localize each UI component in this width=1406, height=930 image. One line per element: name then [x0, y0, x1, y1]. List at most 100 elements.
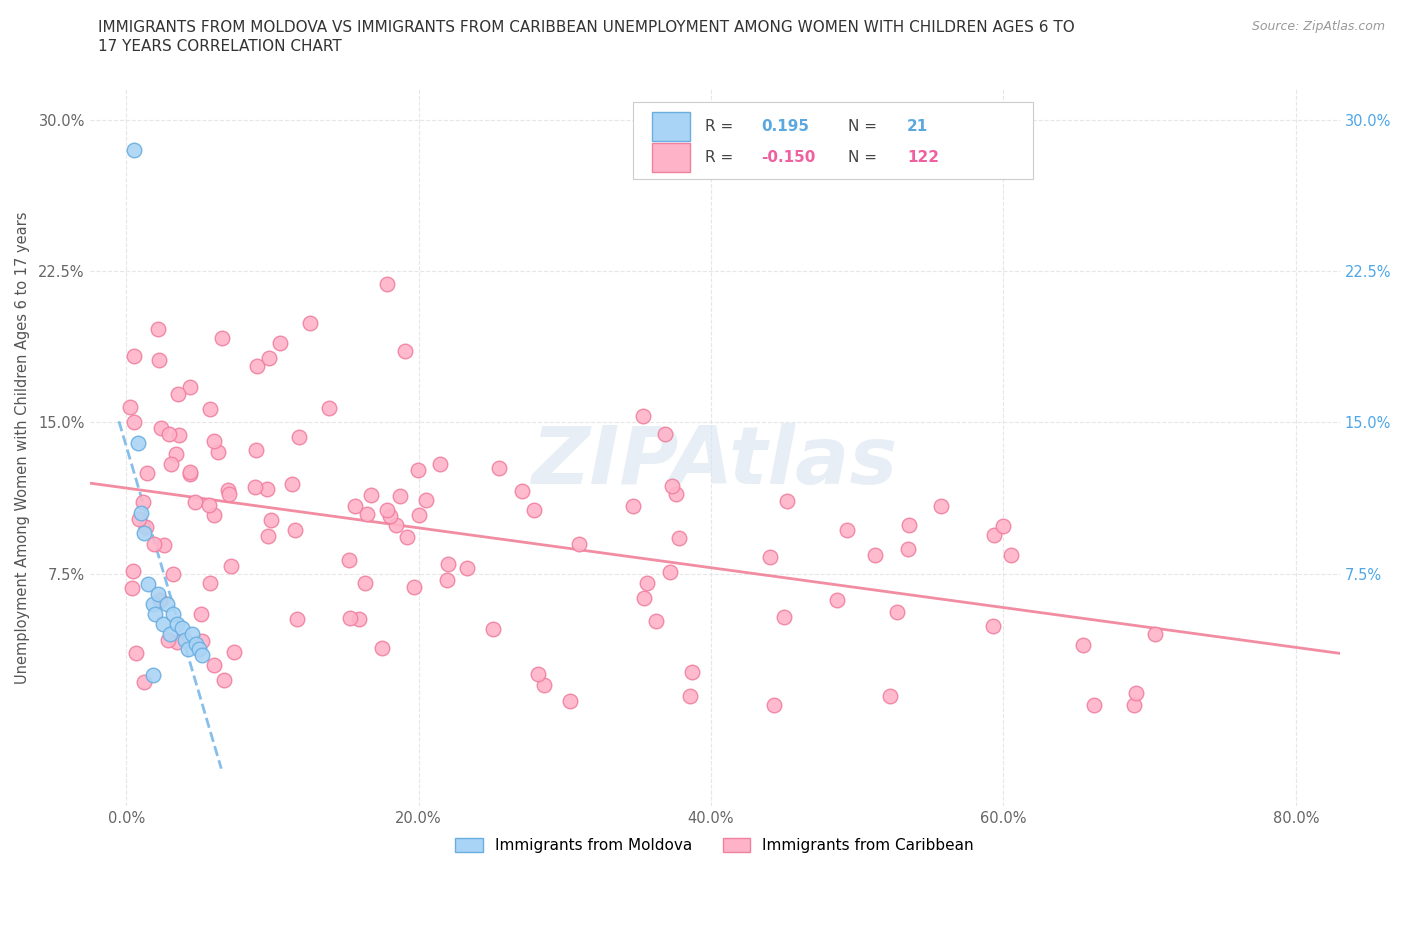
Point	[284, 522, 307, 537]
Point	[186, 637, 208, 652]
Point	[162, 606, 184, 621]
Point	[981, 618, 1004, 633]
Point	[156, 597, 179, 612]
Point	[897, 517, 920, 532]
Point	[659, 565, 682, 579]
Point	[879, 688, 901, 703]
Point	[991, 518, 1014, 533]
Point	[135, 520, 157, 535]
Point	[776, 493, 799, 508]
Point	[143, 537, 166, 551]
Point	[131, 495, 153, 510]
Point	[212, 672, 235, 687]
Point	[343, 498, 366, 513]
Text: 0.195: 0.195	[761, 119, 808, 134]
Y-axis label: Unemployment Among Women with Children Ages 6 to 17 years: Unemployment Among Women with Children A…	[15, 211, 30, 684]
Point	[339, 611, 361, 626]
Point	[188, 641, 211, 656]
Point	[162, 566, 184, 581]
Point	[482, 621, 505, 636]
Point	[217, 482, 239, 497]
Point	[384, 518, 406, 533]
Point	[360, 487, 382, 502]
Point	[897, 541, 920, 556]
Point	[929, 498, 952, 513]
Point	[167, 386, 190, 401]
Point	[152, 617, 174, 631]
Point	[136, 577, 159, 591]
Point	[375, 502, 398, 517]
Point	[200, 402, 222, 417]
Point	[167, 428, 190, 443]
Text: N =: N =	[848, 150, 883, 165]
Point	[654, 427, 676, 442]
Point	[429, 457, 451, 472]
Point	[1123, 698, 1146, 712]
Point	[218, 486, 240, 501]
Point	[825, 592, 848, 607]
Point	[142, 668, 165, 683]
Point	[354, 576, 377, 591]
Point	[533, 677, 555, 692]
Point	[456, 560, 478, 575]
Point	[122, 348, 145, 363]
Point	[153, 538, 176, 552]
Point	[408, 462, 430, 477]
Point	[633, 591, 655, 605]
Point	[299, 315, 322, 330]
Point	[396, 529, 419, 544]
Text: Source: ZipAtlas.com: Source: ZipAtlas.com	[1251, 20, 1385, 33]
Point	[160, 457, 183, 472]
Point	[142, 597, 165, 612]
Text: ZIPAtlas: ZIPAtlas	[531, 423, 898, 501]
Legend: Immigrants from Moldova, Immigrants from Caribbean: Immigrants from Moldova, Immigrants from…	[449, 832, 980, 859]
Point	[219, 559, 242, 574]
Point	[166, 634, 188, 649]
Point	[176, 641, 198, 656]
Point	[191, 647, 214, 662]
Bar	[652, 112, 690, 140]
Text: 21: 21	[907, 119, 928, 134]
Point	[558, 694, 581, 709]
Point	[1071, 637, 1094, 652]
Point	[159, 627, 181, 642]
Point	[371, 641, 394, 656]
Point	[759, 550, 782, 565]
Text: -0.150: -0.150	[761, 150, 815, 165]
Point	[135, 466, 157, 481]
Point	[202, 507, 225, 522]
Point	[523, 503, 546, 518]
Point	[222, 644, 245, 659]
Point	[259, 351, 281, 365]
Point	[337, 552, 360, 567]
Point	[636, 576, 658, 591]
Point	[190, 633, 212, 648]
Point	[983, 527, 1005, 542]
Point	[886, 604, 908, 619]
Bar	[652, 143, 690, 172]
Point	[166, 617, 188, 631]
Point	[256, 482, 278, 497]
Point	[865, 548, 887, 563]
Point	[527, 667, 550, 682]
Point	[394, 344, 416, 359]
Point	[149, 592, 172, 607]
Point	[122, 414, 145, 429]
Point	[211, 331, 233, 346]
Point	[644, 614, 666, 629]
Point	[318, 401, 340, 416]
Point	[437, 556, 460, 571]
Point	[1125, 685, 1147, 700]
Point	[1144, 627, 1167, 642]
Point	[184, 495, 207, 510]
Point	[132, 526, 155, 541]
Text: R =: R =	[704, 150, 738, 165]
Point	[170, 621, 193, 636]
Point	[145, 606, 167, 621]
Point	[202, 658, 225, 672]
Point	[668, 530, 690, 545]
Point	[835, 523, 858, 538]
Point	[269, 336, 291, 351]
Point	[165, 447, 187, 462]
Point	[568, 537, 591, 551]
